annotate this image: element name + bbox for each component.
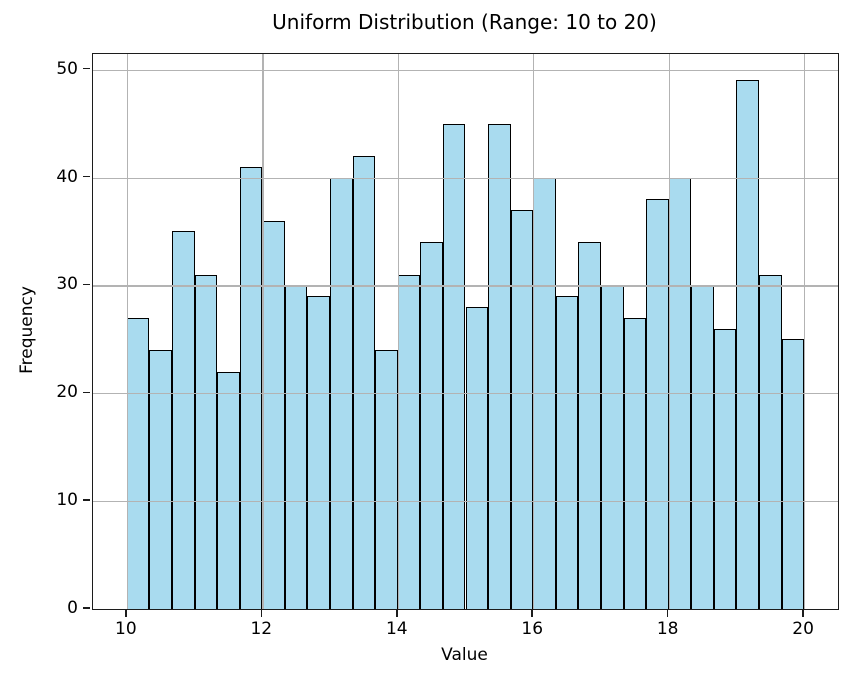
x-gridline: [668, 54, 670, 609]
histogram-bar: [646, 199, 669, 609]
y-gridline: [93, 69, 838, 71]
x-gridline: [397, 54, 399, 609]
plot-area: [92, 53, 839, 610]
y-gridline: [93, 501, 838, 503]
histogram-bar: [420, 242, 443, 609]
x-gridline: [262, 54, 264, 609]
x-tick-label: 10: [115, 619, 137, 639]
histogram-bar: [149, 350, 172, 609]
x-tick-mark: [396, 610, 398, 617]
y-tick-label: 40: [56, 166, 78, 187]
histogram-bar: [194, 274, 218, 609]
histogram-bar: [600, 285, 624, 609]
x-gridline: [804, 54, 806, 609]
histogram-bar: [488, 123, 511, 609]
histogram-bar: [217, 371, 240, 609]
histogram-bar: [284, 285, 308, 609]
histogram-bar: [239, 166, 263, 609]
x-tick-label: 20: [792, 619, 814, 639]
histogram-bar: [442, 123, 466, 609]
x-tick-mark: [125, 610, 127, 617]
x-tick-mark: [260, 610, 263, 617]
histogram-bar: [623, 317, 647, 609]
y-tick-label: 0: [67, 598, 78, 618]
histogram-bar: [691, 285, 714, 609]
y-gridline: [93, 393, 838, 395]
y-tick-label: 50: [56, 58, 78, 79]
histogram-bar: [126, 317, 150, 609]
histogram-bar: [172, 231, 195, 609]
x-tick-mark: [666, 610, 669, 617]
y-tick-mark: [83, 499, 90, 501]
y-tick-mark: [83, 175, 90, 178]
y-tick-mark: [83, 391, 90, 393]
y-gridline: [93, 285, 838, 287]
histogram-bar: [352, 155, 376, 609]
histogram-bar: [713, 328, 737, 609]
y-tick-mark: [83, 67, 90, 70]
x-tick-label: 14: [385, 619, 408, 639]
x-tick-mark: [802, 610, 804, 617]
y-tick-mark: [83, 607, 90, 609]
x-tick-label: 18: [656, 619, 679, 639]
chart-title: Uniform Distribution (Range: 10 to 20): [272, 10, 657, 34]
x-axis-label: Value: [441, 645, 488, 665]
x-tick-label: 12: [250, 619, 273, 639]
x-gridline: [126, 54, 129, 609]
histogram-bar: [736, 80, 759, 609]
x-tick-label: 16: [521, 619, 544, 639]
histogram-bar: [555, 296, 579, 609]
y-tick-mark: [83, 283, 90, 286]
x-tick-mark: [531, 610, 533, 617]
y-tick-label: 20: [56, 382, 78, 403]
histogram-bar: [307, 296, 331, 609]
histogram-bar: [758, 274, 782, 609]
y-tick-label: 30: [56, 274, 78, 295]
histogram-bar: [510, 209, 534, 609]
histogram-bar: [465, 306, 489, 609]
histogram-bar: [578, 242, 601, 609]
y-gridline: [93, 177, 838, 179]
histogram-bar: [397, 274, 421, 609]
x-gridline: [533, 54, 535, 609]
histogram-bar: [781, 339, 805, 609]
y-tick-label: 10: [56, 490, 78, 511]
histogram-bar: [262, 220, 285, 609]
histogram-bar: [375, 350, 398, 609]
